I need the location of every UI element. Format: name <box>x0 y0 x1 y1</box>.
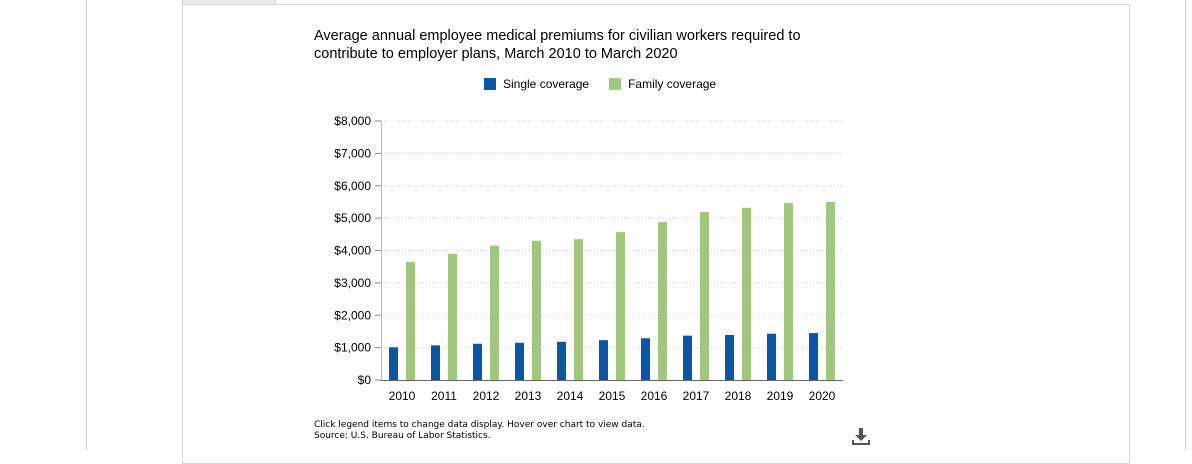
legend-item-single-coverage[interactable]: Single coverage <box>484 77 589 91</box>
y-tick-label: $1,000 <box>334 341 371 355</box>
legend-item-family-coverage[interactable]: Family coverage <box>609 77 716 91</box>
x-tick-label: 2013 <box>515 389 542 403</box>
y-tick-label: $8,000 <box>334 114 371 128</box>
bar-family-coverage[interactable] <box>784 202 793 380</box>
x-tick-label: 2014 <box>557 389 584 403</box>
x-tick-label: 2010 <box>389 389 416 403</box>
bar-single-coverage[interactable] <box>431 345 440 380</box>
legend-swatch-family <box>609 78 622 90</box>
bar-single-coverage[interactable] <box>725 334 734 380</box>
bar-single-coverage[interactable] <box>641 338 650 380</box>
bar-family-coverage[interactable] <box>574 239 583 380</box>
y-tick-label: $4,000 <box>334 244 371 258</box>
bar-single-coverage[interactable] <box>473 343 482 380</box>
bar-single-coverage[interactable] <box>515 342 524 380</box>
chart-panel <box>182 4 1130 464</box>
chart-legend: Single coverage Family coverage <box>484 76 716 92</box>
bar-family-coverage[interactable] <box>742 207 751 380</box>
bar-single-coverage[interactable] <box>599 340 608 380</box>
bar-single-coverage[interactable] <box>767 333 776 380</box>
bar-family-coverage[interactable] <box>490 245 499 380</box>
tab-stub[interactable] <box>182 0 276 5</box>
y-tick-label: $0 <box>358 373 372 387</box>
chart-title: Average annual employee medical premiums… <box>314 28 801 62</box>
bars[interactable] <box>389 201 835 380</box>
x-tick-label: 2019 <box>767 389 794 403</box>
bar-chart[interactable]: $0 $1,000 $2,000 $3,000 $4,000 $5,000 $6,000 $7… <box>0 0 1192 450</box>
x-tick-label: 2018 <box>725 389 752 403</box>
chart-source: Source: U.S. Bureau of Labor Statistics. <box>314 431 491 441</box>
legend-label-family: Family coverage <box>628 77 717 91</box>
y-tick-label: $5,000 <box>334 211 371 225</box>
bar-family-coverage[interactable] <box>658 222 667 380</box>
bar-family-coverage[interactable] <box>700 211 709 380</box>
x-tick-label: 2017 <box>683 389 710 403</box>
legend-label-single: Single coverage <box>503 77 590 91</box>
x-tick-label: 2016 <box>641 389 668 403</box>
bar-family-coverage[interactable] <box>406 261 415 380</box>
bar-single-coverage[interactable] <box>389 347 398 380</box>
gridlines <box>375 120 843 381</box>
download-icon[interactable] <box>850 425 872 447</box>
y-tick-label: $6,000 <box>334 179 371 193</box>
bar-family-coverage[interactable] <box>616 232 625 380</box>
y-axis-labels: $0 $1,000 $2,000 $3,000 $4,000 $5,000 $6,000 $7… <box>334 114 371 387</box>
y-tick-label: $2,000 <box>334 308 371 322</box>
chart-instructions: Click legend items to change data displa… <box>314 420 645 430</box>
y-tick-label: $3,000 <box>334 276 371 290</box>
bar-single-coverage[interactable] <box>683 335 692 380</box>
bar-family-coverage[interactable] <box>448 253 457 380</box>
x-axis-labels: 2010 2011 2012 2013 2014 2015 2016 2017 2018 2019… <box>389 389 836 403</box>
bar-family-coverage[interactable] <box>532 240 541 380</box>
bar-single-coverage[interactable] <box>557 341 566 380</box>
x-tick-label: 2020 <box>809 389 836 403</box>
page-frame <box>86 0 1186 450</box>
y-tick-label: $7,000 <box>334 146 371 160</box>
bar-single-coverage[interactable] <box>809 333 818 380</box>
chart-notes: Click legend items to change data displa… <box>314 420 645 442</box>
x-tick-label: 2011 <box>431 389 457 403</box>
x-tick-label: 2012 <box>473 389 500 403</box>
bar-family-coverage[interactable] <box>826 201 835 380</box>
x-tick-label: 2015 <box>599 389 626 403</box>
legend-swatch-single <box>484 78 496 90</box>
